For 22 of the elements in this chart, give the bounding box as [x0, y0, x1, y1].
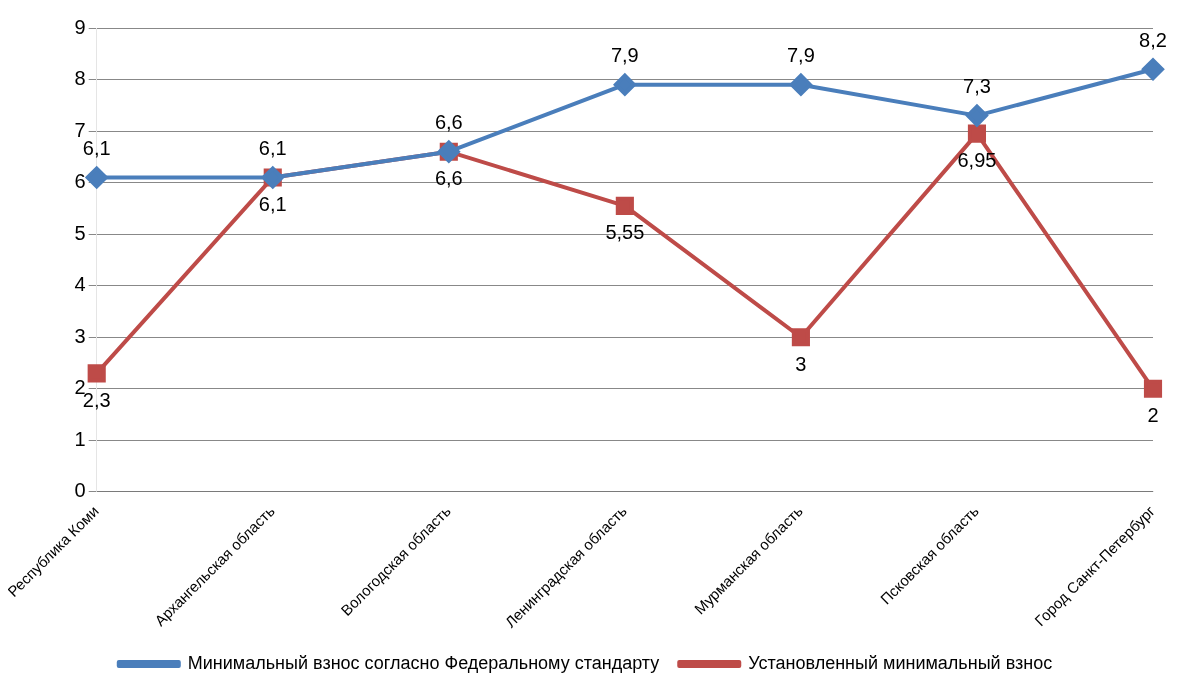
y-tick-label: 6 [74, 170, 86, 193]
y-tick-label: 0 [74, 479, 86, 502]
data-label: 6,6 [434, 111, 463, 134]
y-tick-label: 8 [74, 67, 86, 90]
data-label: 6,6 [434, 167, 463, 190]
data-label: 7,9 [786, 44, 815, 67]
data-label: 6,95 [957, 149, 997, 172]
y-tick-label: 5 [74, 221, 86, 244]
data-label: 3 [795, 352, 807, 375]
y-tick-label: 3 [74, 324, 86, 347]
data-label: 2 [1147, 404, 1159, 427]
legend-label: Минимальный взнос согласно Федеральному стандарту [187, 652, 660, 673]
data-label: 7,9 [610, 44, 639, 67]
y-tick-label: 9 [74, 15, 86, 38]
y-tick-label: 4 [74, 273, 86, 296]
data-label: 6,1 [258, 192, 287, 215]
legend-label: Установленный минимальный взнос [748, 652, 1053, 673]
y-tick-label: 1 [74, 427, 86, 450]
data-label: 7,3 [963, 75, 991, 98]
data-label: 5,55 [605, 221, 645, 244]
data-label: 6,1 [258, 136, 287, 159]
data-label: 8,2 [1139, 28, 1167, 51]
